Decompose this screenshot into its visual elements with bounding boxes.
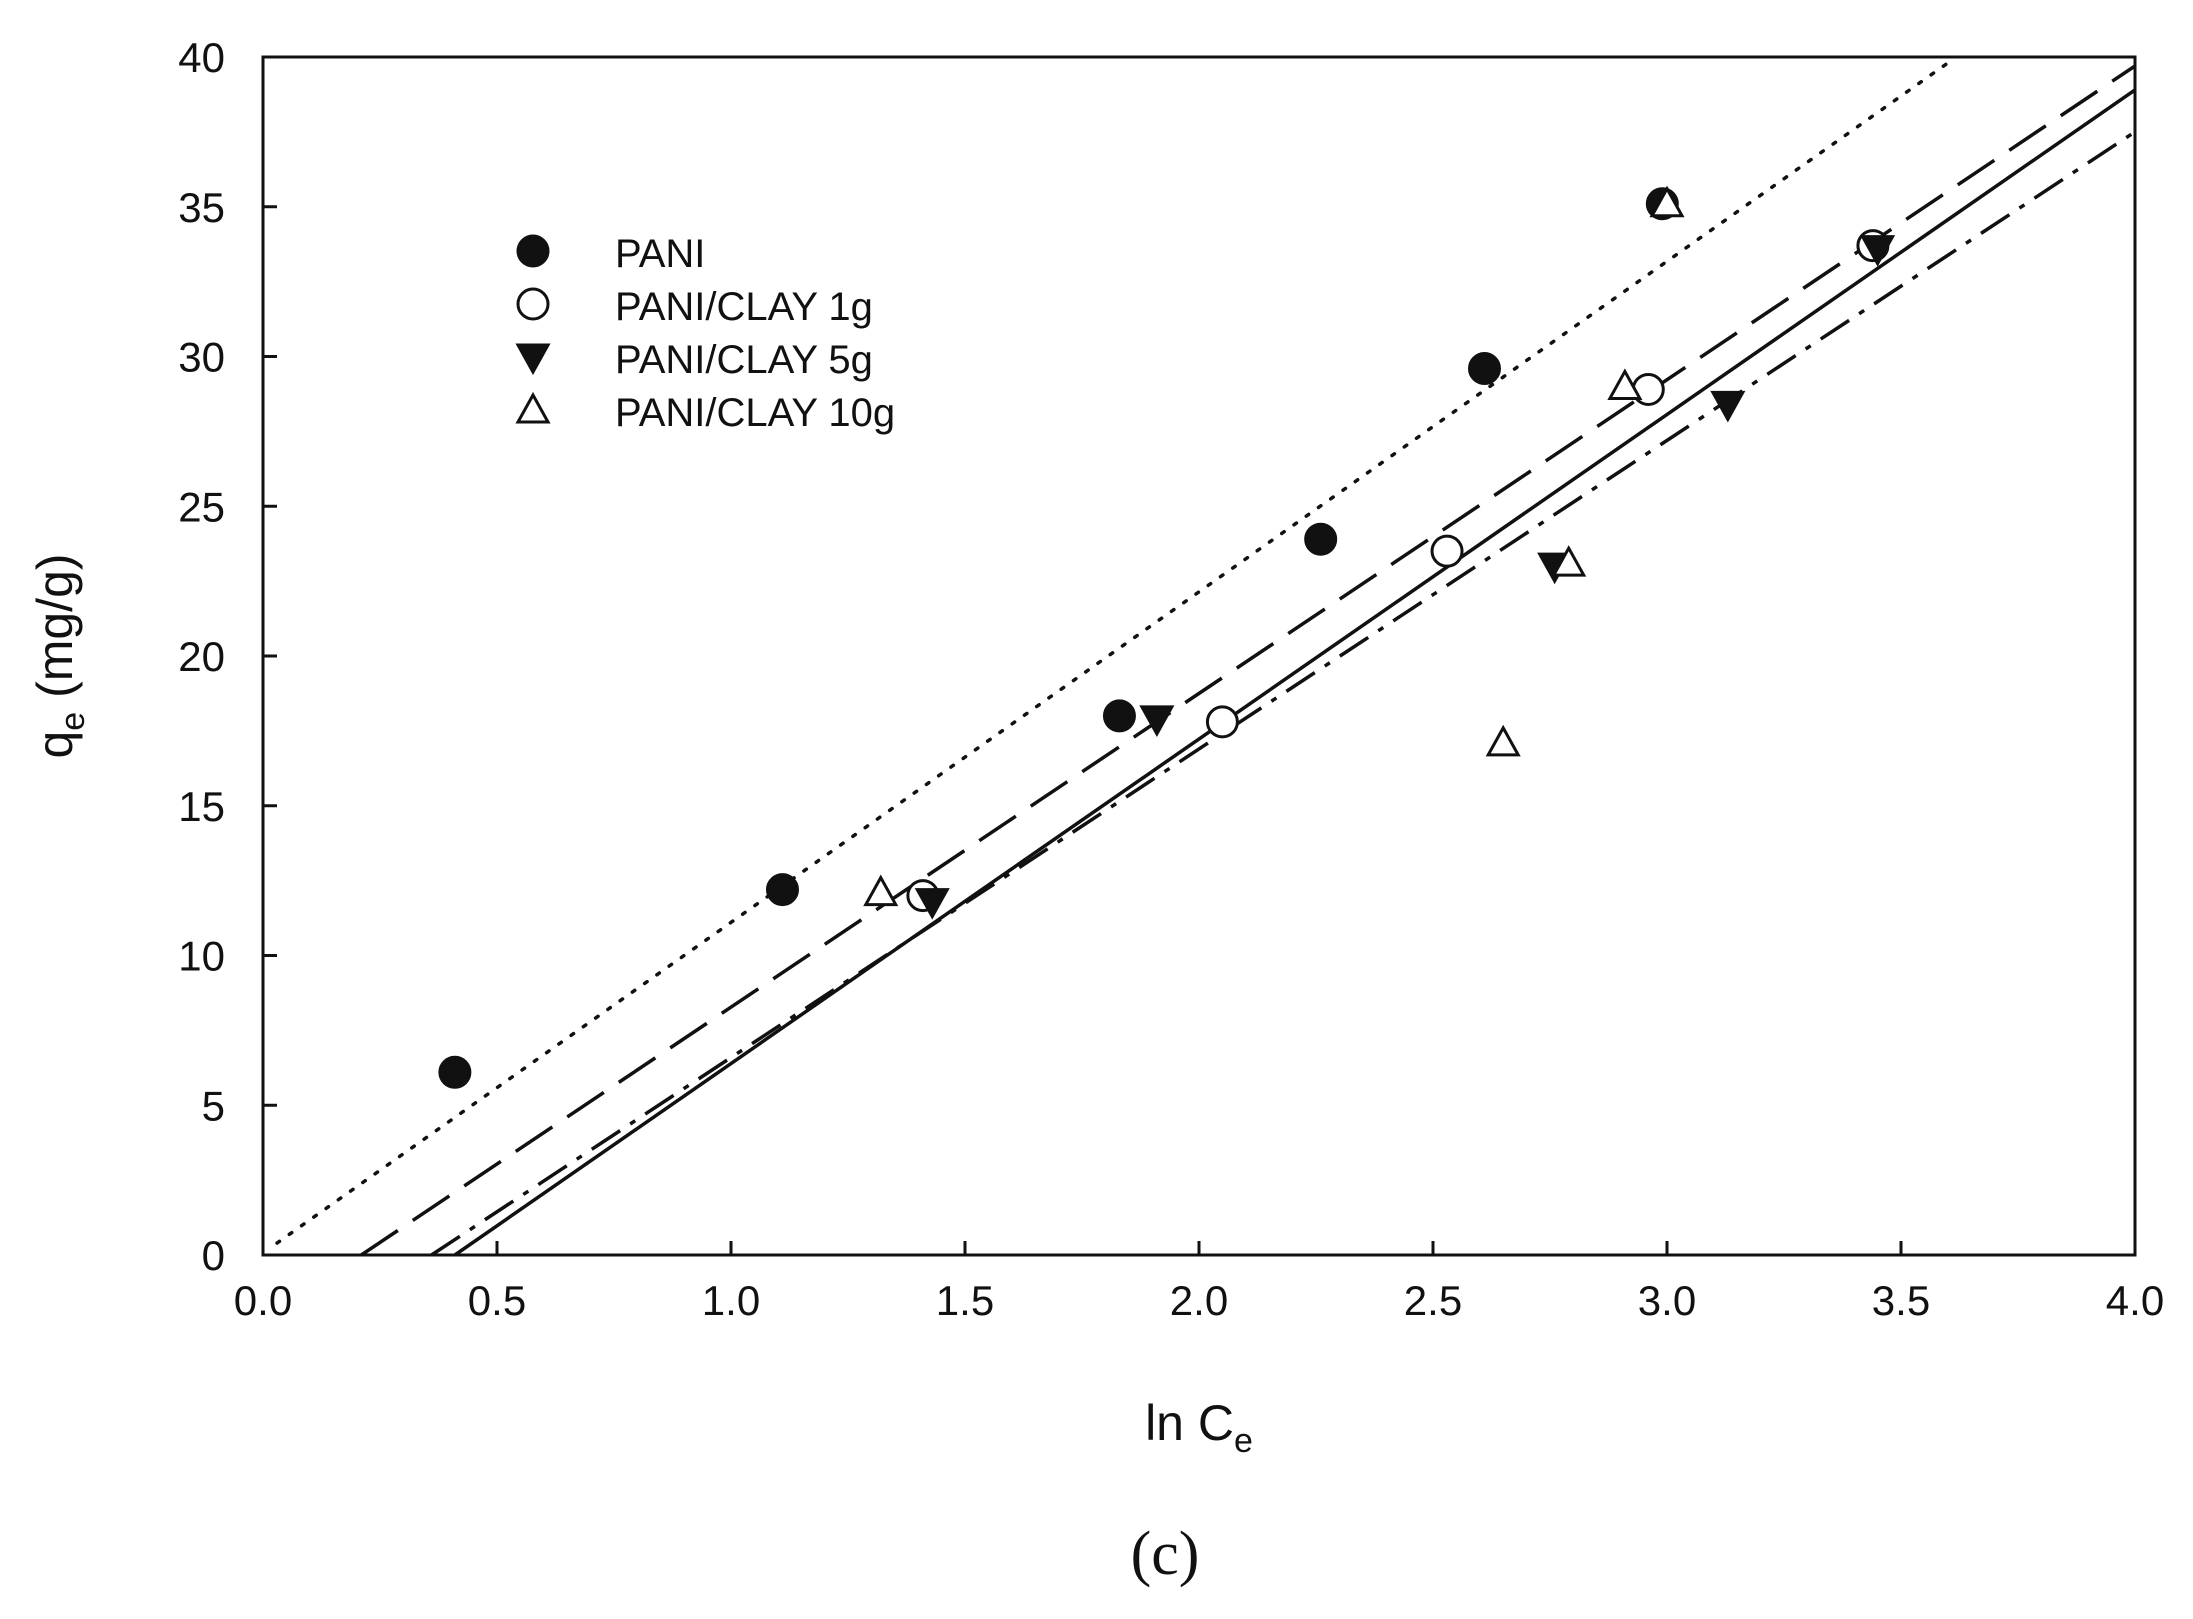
point-filled-circle — [765, 873, 799, 907]
fit-line — [430, 130, 2136, 1257]
point-filled-circle — [438, 1055, 472, 1089]
x-tick-label: 3.0 — [1638, 1277, 1696, 1324]
legend-marker — [515, 343, 551, 376]
legend: PANI PANI/CLAY 1g PANI/CLAY 5g PANI/CLAY 10… — [515, 232, 895, 435]
fit-line — [453, 88, 2136, 1257]
point-open-circle — [1205, 705, 1239, 739]
y-tick-label: 5 — [202, 1082, 225, 1129]
x-tick-label: 3.5 — [1872, 1277, 1930, 1324]
legend-label: PANI/CLAY 5g — [615, 338, 873, 382]
x-axis-label-subscript: e — [1234, 1422, 1253, 1460]
legend-label: PANI/CLAY 1g — [615, 285, 873, 329]
data-points — [438, 185, 1896, 1089]
x-tick-label: 1.5 — [936, 1277, 994, 1324]
point-open-triangle — [1485, 724, 1521, 757]
panel-label: (c) — [1131, 1520, 1200, 1588]
point-filled-triangle — [914, 888, 950, 920]
legend-marker — [515, 391, 551, 424]
y-tick-label: 20 — [178, 633, 225, 680]
legend-entry: PANI/CLAY 10g — [515, 391, 895, 435]
x-axis-label: ln Ce — [1145, 1395, 1253, 1460]
x-axis-label-main: ln C — [1145, 1395, 1234, 1451]
legend-marker — [516, 287, 550, 321]
x-tick-label: 1.0 — [702, 1277, 760, 1324]
fit-line — [275, 61, 1950, 1245]
x-axis: 0.0 0.5 1.0 1.5 2.0 2.5 3.0 3.5 4.0 — [234, 1241, 2164, 1324]
y-tick-label: 40 — [178, 34, 225, 81]
y-tick-label: 15 — [178, 783, 225, 830]
y-axis-label: qe (mg/g) — [27, 553, 92, 758]
point-filled-circle — [1304, 522, 1338, 556]
point-filled-circle — [1467, 351, 1501, 385]
point-filled-triangle — [1710, 390, 1746, 423]
point-open-circle — [1430, 534, 1464, 568]
legend-label: PANI — [615, 232, 705, 276]
legend-marker — [516, 234, 550, 268]
y-tick-label: 0 — [202, 1232, 225, 1279]
legend-label: PANI/CLAY 10g — [615, 391, 895, 435]
point-open-triangle — [1551, 545, 1587, 577]
y-tick-label: 35 — [178, 184, 225, 231]
y-axis: 0 5 10 15 20 25 30 35 40 — [178, 34, 277, 1279]
plot-frame — [261, 55, 2137, 1257]
legend-entry: PANI/CLAY 5g — [515, 338, 873, 382]
legend-entry: PANI — [516, 232, 705, 276]
point-filled-triangle — [1860, 235, 1896, 267]
x-tick-label: 4.0 — [2106, 1277, 2164, 1324]
point-filled-triangle — [1139, 705, 1175, 737]
fit-line — [360, 64, 2136, 1257]
fit-lines — [275, 61, 2136, 1257]
point-open-triangle — [863, 874, 899, 907]
legend-entry: PANI/CLAY 1g — [516, 285, 873, 329]
y-axis-label-subscript: e — [54, 712, 92, 731]
point-open-triangle — [1649, 185, 1685, 218]
y-axis-label-unit: (mg/g) — [27, 553, 83, 711]
x-tick-label: 0.0 — [234, 1277, 292, 1324]
x-tick-label: 2.5 — [1404, 1277, 1462, 1324]
x-tick-label: 2.0 — [1170, 1277, 1228, 1324]
y-tick-label: 30 — [178, 334, 225, 381]
x-tick-label: 0.5 — [468, 1277, 526, 1324]
y-tick-label: 10 — [178, 933, 225, 980]
point-open-triangle — [1607, 368, 1643, 400]
y-axis-label-main: q — [27, 731, 83, 759]
y-tick-label: 25 — [178, 483, 225, 530]
point-filled-circle — [1102, 699, 1136, 733]
